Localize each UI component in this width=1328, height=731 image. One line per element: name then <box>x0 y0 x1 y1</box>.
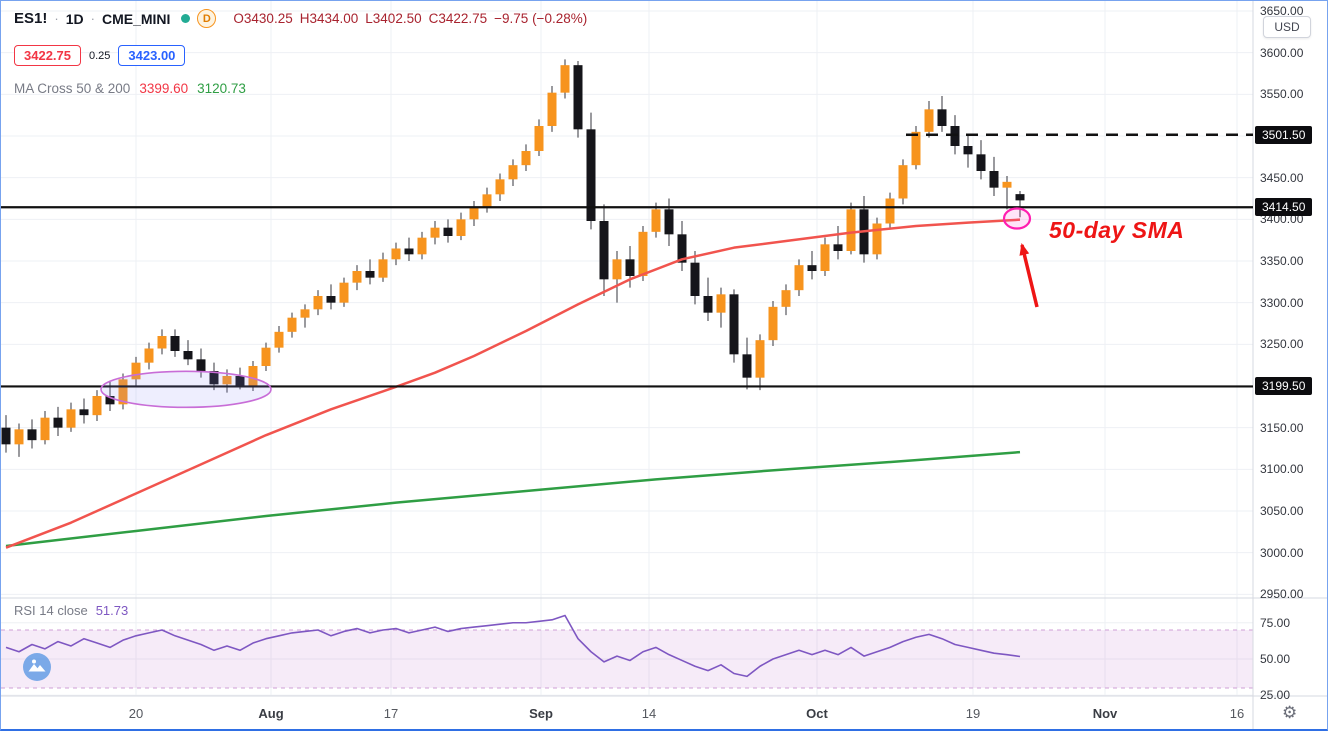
time-axis-label: Oct <box>806 706 828 721</box>
price-axis-label: 2950.00 <box>1260 587 1304 602</box>
price-axis-label: 3250.00 <box>1260 337 1304 352</box>
price-axis-label: 3300.00 <box>1260 295 1304 310</box>
symbol-name[interactable]: ES1! <box>14 10 48 27</box>
ma-cross-indicator-label[interactable]: MA Cross 50 & 200 <box>14 81 131 96</box>
grid-lines <box>1 1 1253 696</box>
sma-highlight-circle[interactable] <box>1002 207 1032 230</box>
time-axis-label: Sep <box>529 706 553 721</box>
price-axis-label: 3050.00 <box>1260 504 1304 518</box>
time-axis-label: 16 <box>1229 706 1245 721</box>
time-axis-label: 20 <box>128 706 144 721</box>
price-axis-label: 3000.00 <box>1260 545 1304 560</box>
ma200-value: 3120.73 <box>197 81 246 96</box>
open-value: O3430.25 <box>233 11 293 26</box>
candlestick-series[interactable] <box>1 59 1253 549</box>
rsi-value: 51.73 <box>95 603 129 618</box>
sma200-line[interactable] <box>5 450 1021 548</box>
settings-gear-icon[interactable]: ⚙ <box>1282 703 1298 722</box>
low-value: L3402.50 <box>365 11 422 26</box>
logo-mountain-icon <box>23 653 51 681</box>
price-line-badge: 3414.50 <box>1255 198 1313 217</box>
price-line-badge: 3501.50 <box>1255 125 1313 144</box>
delayed-data-badge[interactable]: D <box>197 9 217 28</box>
currency-button[interactable]: USD <box>1263 16 1311 38</box>
buy-button[interactable]: 3423.00 <box>118 45 186 66</box>
time-axis-label: 14 <box>641 706 657 721</box>
spread-value: 0.25 <box>89 49 111 62</box>
time-axis-label: 17 <box>383 706 399 721</box>
price-axis-label: 3550.00 <box>1260 87 1304 102</box>
ma50-value: 3399.60 <box>139 81 189 96</box>
rsi-axis-label: 50.00 <box>1260 652 1291 666</box>
separator-dot: · <box>54 11 59 26</box>
rsi-legend: RSI 14 close 51.73 <box>14 603 128 618</box>
ma-cross-legend: MA Cross 50 & 200 3399.60 3120.73 <box>14 81 246 96</box>
rsi-indicator-label[interactable]: RSI 14 close <box>14 603 88 618</box>
exchange-label[interactable]: CME_MINI <box>101 10 171 27</box>
change-value: −9.75 (−0.28%) <box>494 11 588 26</box>
tradingview-logo[interactable] <box>22 652 52 687</box>
rsi-axis-label: 25.00 <box>1260 688 1291 703</box>
rsi-axis-label: 75.00 <box>1260 615 1291 630</box>
price-axis-label: 3350.00 <box>1260 254 1304 268</box>
market-status-dot <box>181 14 191 23</box>
price-axis-label: 3100.00 <box>1260 462 1304 477</box>
price-axis-label: 3650.00 <box>1260 4 1304 18</box>
time-axis-label: Nov <box>1092 706 1118 721</box>
price-axis-label: 3600.00 <box>1260 45 1304 60</box>
time-axis[interactable]: 20 Aug 17 Sep 14 Oct 19 Nov 16 <box>1 696 1253 729</box>
rsi-line[interactable] <box>5 614 1021 678</box>
price-line-badge: 3199.50 <box>1255 377 1313 396</box>
interval-label[interactable]: 1D <box>65 10 84 27</box>
bid-ask-row: 3422.75 0.25 3423.00 <box>14 45 186 66</box>
price-axis-label: 3150.00 <box>1260 420 1304 435</box>
price-axis-label: 3450.00 <box>1260 170 1304 185</box>
close-value: C3422.75 <box>428 11 488 26</box>
chart-legend: ES1! · 1D · CME_MINI D O3430.25 H3434.00… <box>14 9 587 28</box>
sma-annotation-text: 50-day SMA <box>1049 217 1185 243</box>
sma-arrow[interactable] <box>1019 243 1039 308</box>
high-value: H3434.00 <box>299 11 359 26</box>
time-axis-label: Aug <box>258 706 284 721</box>
support-highlight-ellipse[interactable] <box>100 370 272 409</box>
sma50-line[interactable] <box>5 218 1021 549</box>
time-axis-label: 19 <box>965 706 981 721</box>
separator-dot: · <box>90 11 95 26</box>
price-axis[interactable]: 3650.00 3600.00 3550.00 3450.00 3400.00 3350.… <box>1253 1 1327 729</box>
sell-button[interactable]: 3422.75 <box>14 45 81 66</box>
